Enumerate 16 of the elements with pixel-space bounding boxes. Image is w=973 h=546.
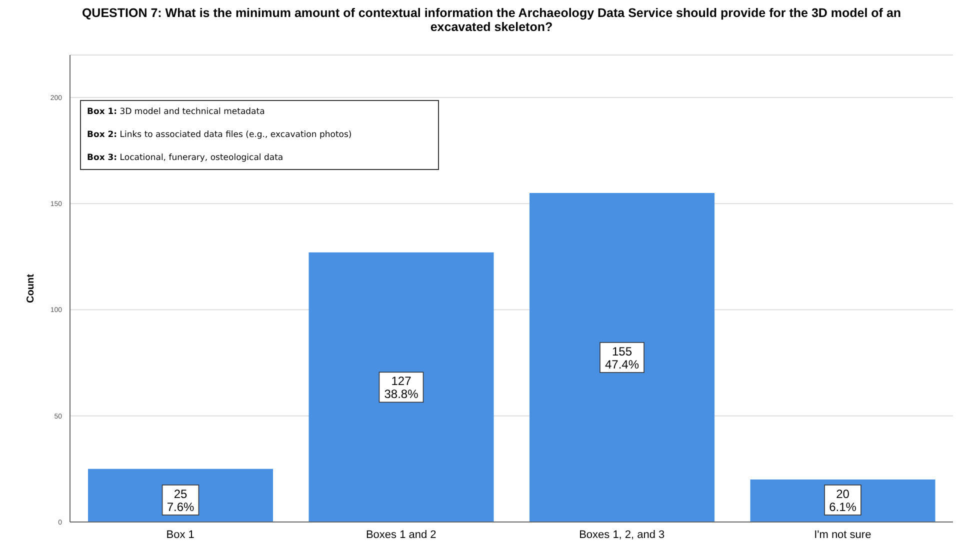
- note-box: Box 1: 3D model and technical metadata Box 2: Links to associated data files (e.g., excavation photos) Box 3: Locational, funerary, osteological data: [80, 100, 439, 170]
- chart-title: QUESTION 7: What is the minimum amount of contextual information the Archaeology Data Service should provide for the 3D model of an excavated skeleton?: [80, 6, 902, 34]
- data-label: 20 6.1%: [829, 487, 857, 514]
- data-label: 155 47.4%: [604, 344, 640, 372]
- annotation: Box 1: 3D model and technical metadata: [87, 107, 266, 117]
- annotation: Box 2: Links to associated data files (e.g., excavation photos): [87, 130, 353, 140]
- x-tick-label: Boxes 1 and 2: [366, 528, 436, 541]
- x-tick-label: Boxes 1, 2, and 3: [579, 528, 665, 541]
- x-tick-label: Box 1: [166, 528, 194, 541]
- bar: [530, 192, 714, 522]
- annotation: Box 3: Locational, funerary, osteological data: [87, 153, 284, 163]
- bar: [308, 252, 494, 522]
- y-axis-title: Count: [26, 273, 37, 303]
- x-tick-label: I'm not sure: [814, 528, 872, 541]
- data-label: 127 38.8%: [384, 374, 419, 402]
- data-label: 25 7.6%: [166, 487, 194, 514]
